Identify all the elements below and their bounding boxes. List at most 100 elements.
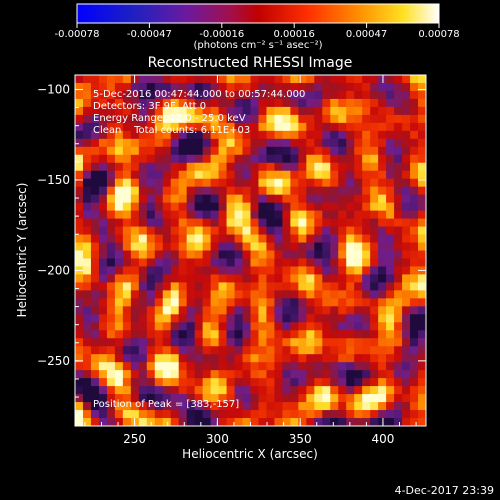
heatmap-cell <box>194 314 204 323</box>
heatmap-cell <box>338 266 347 275</box>
heatmap-cell <box>130 122 140 132</box>
heatmap-cell <box>330 378 339 387</box>
heatmap-cell <box>394 146 403 156</box>
heatmap-cell <box>162 226 172 235</box>
heatmap-cell <box>146 162 156 172</box>
heatmap-cell <box>218 322 227 331</box>
heatmap-cell <box>418 378 427 387</box>
heatmap-cell <box>330 98 339 108</box>
heatmap-cell <box>106 322 116 331</box>
heatmap-cell <box>226 346 235 355</box>
heatmap-cell <box>194 402 204 411</box>
heatmap-cell <box>370 370 379 379</box>
heatmap-cell <box>402 234 411 243</box>
heatmap-cell <box>186 186 196 196</box>
heatmap-cell <box>306 218 315 227</box>
heatmap-cell <box>346 194 355 204</box>
heatmap-cell <box>394 258 403 267</box>
heatmap-cell <box>338 330 347 339</box>
heatmap-cell <box>418 146 427 156</box>
heatmap-cell <box>362 290 371 299</box>
heatmap-cell <box>290 210 299 219</box>
heatmap-cell <box>210 162 219 172</box>
heatmap-cell <box>338 290 347 299</box>
heatmap-cell <box>274 210 283 219</box>
heatmap-cell <box>250 170 259 180</box>
heatmap-cell <box>258 210 267 219</box>
heatmap-cell <box>242 218 251 227</box>
heatmap-cell <box>162 346 172 355</box>
heatmap-cell <box>186 266 196 275</box>
heatmap-cell <box>386 226 395 235</box>
heatmap-cell <box>402 418 411 427</box>
heatmap-cell <box>370 130 379 140</box>
heatmap-cell <box>186 402 196 411</box>
heatmap-cell <box>186 218 196 227</box>
heatmap-cell <box>322 274 331 283</box>
heatmap-cell <box>330 82 339 92</box>
heatmap-cell <box>394 274 403 283</box>
heatmap-cell <box>306 98 315 108</box>
heatmap-cell <box>378 386 387 395</box>
heatmap-cell <box>106 106 116 116</box>
heatmap-cell <box>338 202 347 212</box>
heatmap-cell <box>194 298 204 307</box>
heatmap-cell <box>250 306 259 315</box>
heatmap-cell <box>378 162 387 172</box>
heatmap-cell <box>338 250 347 259</box>
heatmap-cell <box>298 250 307 259</box>
heatmap-cell <box>410 130 419 140</box>
y-tick-label: −100 <box>37 82 70 96</box>
heatmap-cell <box>138 322 148 331</box>
heatmap-cell <box>170 386 180 395</box>
heatmap-cell <box>370 242 379 251</box>
heatmap-cell <box>306 282 315 291</box>
heatmap-cell <box>138 370 148 379</box>
heatmap-cell <box>410 82 419 92</box>
heatmap-cell <box>170 354 180 363</box>
heatmap-cell <box>354 146 363 156</box>
heatmap-cell <box>138 106 148 116</box>
heatmap-cell <box>194 162 204 172</box>
heatmap-cell <box>338 258 347 267</box>
heatmap-cell <box>298 202 307 212</box>
heatmap-cell <box>322 386 331 395</box>
heatmap-cell <box>314 178 323 188</box>
heatmap-cell <box>378 330 387 339</box>
heatmap-cell <box>178 386 188 395</box>
heatmap-cell <box>194 154 204 164</box>
heatmap-cell <box>258 322 267 331</box>
heatmap-cell <box>314 234 323 243</box>
heatmap-cell <box>234 194 243 204</box>
heatmap-cell <box>370 322 379 331</box>
heatmap-cell <box>202 242 212 251</box>
heatmap-cell <box>410 362 419 371</box>
heatmap-cell <box>378 338 387 347</box>
heatmap-cell <box>362 178 371 188</box>
heatmap-cell <box>346 362 355 371</box>
heatmap-cell <box>154 402 164 411</box>
heatmap-cell <box>266 338 275 347</box>
colorbar-tick-label: -0.00078 <box>55 29 100 40</box>
heatmap-cell <box>322 170 331 180</box>
heatmap-cell <box>122 202 132 212</box>
heatmap-cell <box>290 402 299 411</box>
heatmap-cell <box>282 410 291 419</box>
heatmap-cell <box>362 298 371 307</box>
heatmap-cell <box>250 402 259 411</box>
heatmap-cell <box>82 418 92 427</box>
heatmap-cell <box>178 250 188 259</box>
heatmap-cell <box>98 330 108 339</box>
heatmap-cell <box>186 258 196 267</box>
heatmap-cell <box>330 194 339 204</box>
heatmap-cell <box>194 138 204 148</box>
heatmap-cell <box>210 402 219 411</box>
heatmap-cell <box>122 266 132 275</box>
heatmap-cell <box>394 162 403 172</box>
heatmap-cell <box>210 114 219 124</box>
heatmap-cell <box>90 274 100 283</box>
heatmap-cell <box>122 330 132 339</box>
heatmap-cell <box>386 130 395 140</box>
heatmap-cell <box>298 378 307 387</box>
heatmap-cell <box>218 122 227 132</box>
